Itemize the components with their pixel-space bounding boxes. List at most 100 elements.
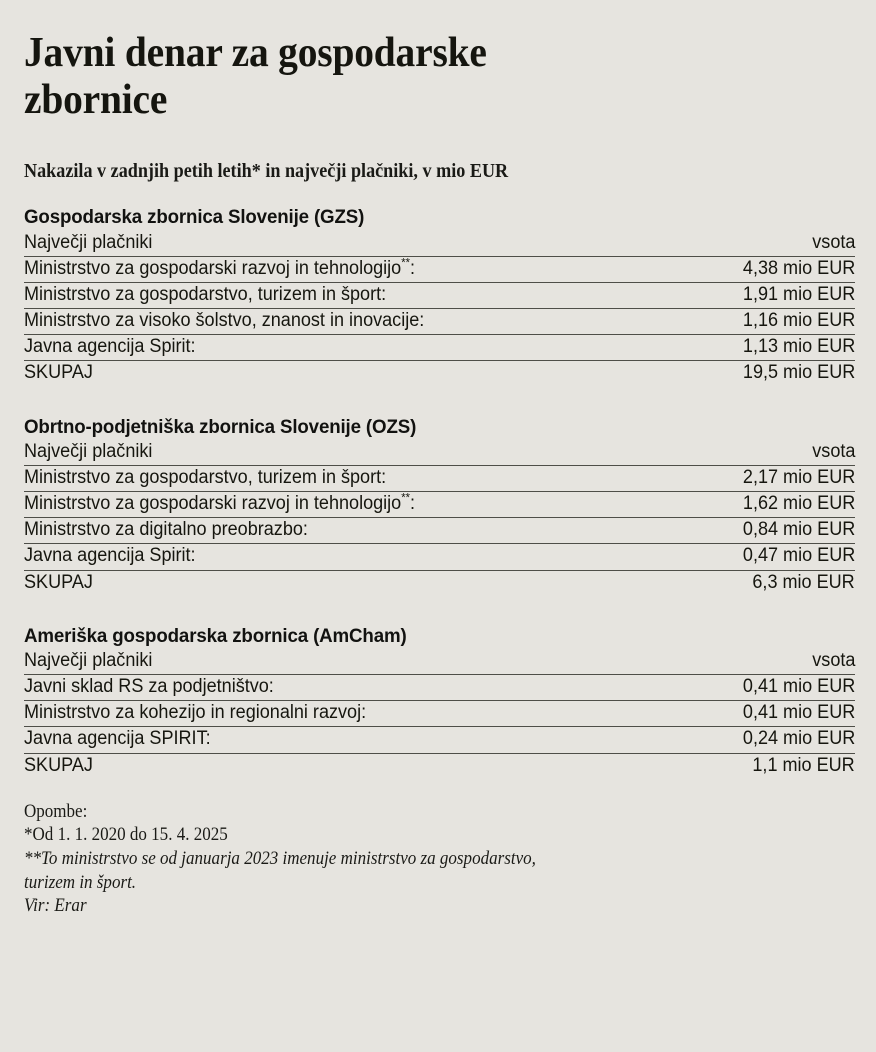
payer-name-cell: Ministrstvo za gospodarski razvoj in teh…: [24, 256, 663, 284]
payer-amount-text: 1,62 mio EUR: [742, 493, 855, 515]
notes-line-double-asterisk-a: **To ministrstvo se od januarja 2023 ime…: [24, 849, 536, 870]
payer-amount-cell: 2,17 mio EUR: [663, 465, 855, 493]
notes-line-double-asterisk-b: turizem in šport.: [24, 872, 137, 893]
payer-name-base: Ministrstvo za gospodarstvo, turizem in …: [24, 284, 387, 306]
footnotes: Opombe: *Od 1. 1. 2020 do 15. 4. 2025 **…: [24, 779, 855, 919]
payer-amount-text: 1,16 mio EUR: [742, 310, 855, 332]
table-row: Javni sklad RS za podjetništvo: 0,41 mio …: [24, 674, 855, 702]
column-header-value-text: vsota: [811, 440, 855, 462]
payer-amount-cell: 4,38 mio EUR: [663, 256, 855, 284]
payer-name-cell: Ministrstvo za gospodarstvo, turizem in …: [24, 282, 663, 310]
payer-amount-text: 0,24 mio EUR: [742, 728, 855, 750]
column-header-label-text: Največji plačniki: [24, 231, 153, 253]
payer-amount-text: 4,38 mio EUR: [742, 257, 855, 279]
payer-amount-text: 0,41 mio EUR: [742, 702, 855, 724]
payer-amount-cell: 1,91 mio EUR: [663, 282, 855, 310]
payer-amount-cell: 1,62 mio EUR: [663, 491, 855, 519]
chamber-section: Ameriška gospodarska zbornica (AmCham) Na…: [24, 624, 855, 779]
total-amount-text: 1,1 mio EUR: [752, 754, 855, 776]
total-amount-text: 19,5 mio EUR: [742, 362, 855, 384]
payer-name-base: Ministrstvo za gospodarski razvoj in teh…: [24, 493, 402, 515]
sections-container: Gospodarska zbornica Slovenije (GZS) Najv…: [24, 183, 855, 778]
table-row: Ministrstvo za gospodarski razvoj in teh…: [24, 256, 855, 284]
payer-name-text: Javna agencija Spirit:: [24, 546, 196, 566]
payer-amount-cell: 1,16 mio EUR: [663, 308, 855, 336]
payer-name-base: Ministrstvo za digitalno preobrazbo:: [24, 519, 308, 541]
payer-amount-cell: 0,41 mio EUR: [663, 674, 855, 702]
payer-amount-text: 0,47 mio EUR: [742, 545, 855, 567]
payer-name-base: Javni sklad RS za podjetništvo:: [24, 676, 274, 698]
section-title: Obrtno-podjetniška zbornica Slovenije (O…: [24, 415, 417, 438]
payer-name-text: Javni sklad RS za podjetništvo:: [24, 677, 274, 697]
section-title: Ameriška gospodarska zbornica (AmCham): [24, 624, 407, 647]
column-header-label: Največji plačniki: [24, 439, 663, 467]
payer-name-cell: Ministrstvo za visoko šolstvo, znanost i…: [24, 308, 663, 336]
table-header-row: Največji plačniki vsota: [24, 230, 855, 257]
payer-amount-text: 2,17 mio EUR: [742, 467, 855, 489]
total-label-cell: SKUPAJ: [24, 753, 663, 779]
notes-source: Vir: Erar: [24, 896, 87, 917]
table-header-row: Največji plačniki vsota: [24, 439, 855, 467]
page-title: Javni denar za gospodarske zbornice: [24, 30, 487, 124]
payer-amount-text: 1,13 mio EUR: [742, 336, 855, 358]
payers-table: Največji plačniki vsota Ministrstvo za gos…: [24, 439, 855, 596]
total-label-cell: SKUPAJ: [24, 361, 663, 387]
total-label-text: SKUPAJ: [24, 362, 93, 384]
page-subtitle: Nakazila v zadnjih petih letih* in najve…: [24, 161, 509, 183]
footnote-marker: **: [401, 256, 410, 270]
payer-name-cell: Javna agencija Spirit:: [24, 543, 663, 571]
payer-amount-cell: 0,84 mio EUR: [663, 517, 855, 545]
total-amount-text: 6,3 mio EUR: [752, 571, 855, 593]
payer-name-text: Ministrstvo za gospodarstvo, turizem in …: [24, 285, 386, 305]
table-total-row: SKUPAJ 6,3 mio EUR: [24, 570, 855, 596]
table-total-row: SKUPAJ 19,5 mio EUR: [24, 361, 855, 387]
table-row: Ministrstvo za gospodarstvo, turizem in …: [24, 465, 855, 493]
payer-name-base: Javna agencija SPIRIT:: [24, 728, 211, 750]
section-title: Gospodarska zbornica Slovenije (GZS): [24, 206, 365, 229]
payer-name-text: Javna agencija Spirit:: [24, 337, 196, 357]
column-header-value: vsota: [663, 439, 855, 467]
table-row: Javna agencija Spirit: 1,13 mio EUR: [24, 334, 855, 362]
total-amount-cell: 19,5 mio EUR: [663, 361, 855, 387]
payer-amount-cell: 1,13 mio EUR: [663, 334, 855, 362]
payer-name-text: Ministrstvo za gospodarstvo, turizem in …: [24, 468, 386, 488]
payer-name-base: Ministrstvo za visoko šolstvo, znanost i…: [24, 310, 425, 332]
payers-table: Največji plačniki vsota Javni sklad RS za …: [24, 649, 855, 779]
notes-heading: Opombe:: [24, 801, 88, 822]
payer-name-base: Javna agencija Spirit:: [24, 336, 196, 358]
chamber-section: Obrtno-podjetniška zbornica Slovenije (O…: [24, 415, 855, 596]
payer-name-cell: Ministrstvo za digitalno preobrazbo:: [24, 517, 663, 545]
total-amount-cell: 1,1 mio EUR: [663, 753, 855, 779]
column-header-value-text: vsota: [811, 650, 855, 672]
payer-name-base: Ministrstvo za kohezijo in regionalni ra…: [24, 702, 367, 724]
table-row: Ministrstvo za digitalno preobrazbo: 0,84…: [24, 517, 855, 545]
column-header-label-text: Največji plačniki: [24, 440, 153, 462]
payer-name-cell: Ministrstvo za gospodarski razvoj in teh…: [24, 491, 663, 519]
table-row: Javna agencija SPIRIT: 0,24 mio EUR: [24, 726, 855, 754]
table-row: Ministrstvo za gospodarski razvoj in teh…: [24, 491, 855, 519]
total-label-text: SKUPAJ: [24, 754, 93, 776]
payer-amount-cell: 0,47 mio EUR: [663, 543, 855, 571]
column-header-label: Največji plačniki: [24, 649, 663, 676]
footnote-marker: **: [401, 491, 410, 505]
payer-name-text: Ministrstvo za kohezijo in regionalni ra…: [24, 703, 366, 723]
payer-name-text: Ministrstvo za gospodarski razvoj in teh…: [24, 256, 415, 279]
chamber-section: Gospodarska zbornica Slovenije (GZS) Najv…: [24, 205, 855, 386]
payer-name-cell: Ministrstvo za kohezijo in regionalni ra…: [24, 700, 663, 728]
payer-name-cell: Javni sklad RS za podjetništvo:: [24, 674, 663, 702]
table-row: Ministrstvo za gospodarstvo, turizem in …: [24, 282, 855, 310]
notes-line-asterisk: *Od 1. 1. 2020 do 15. 4. 2025: [24, 825, 228, 846]
payer-amount-cell: 0,41 mio EUR: [663, 700, 855, 728]
payers-table: Največji plačniki vsota Ministrstvo za gos…: [24, 230, 855, 387]
total-label-text: SKUPAJ: [24, 571, 93, 593]
payer-name-base: Ministrstvo za gospodarski razvoj in teh…: [24, 257, 402, 279]
column-header-value: vsota: [663, 230, 855, 257]
payer-name-cell: Javna agencija SPIRIT:: [24, 726, 663, 754]
payer-name-base: Javna agencija Spirit:: [24, 545, 196, 567]
column-header-label-text: Največji plačniki: [24, 650, 153, 672]
table-total-row: SKUPAJ 1,1 mio EUR: [24, 753, 855, 779]
payer-name-cell: Javna agencija Spirit:: [24, 334, 663, 362]
payer-name-cell: Ministrstvo za gospodarstvo, turizem in …: [24, 465, 663, 493]
total-label-cell: SKUPAJ: [24, 570, 663, 596]
